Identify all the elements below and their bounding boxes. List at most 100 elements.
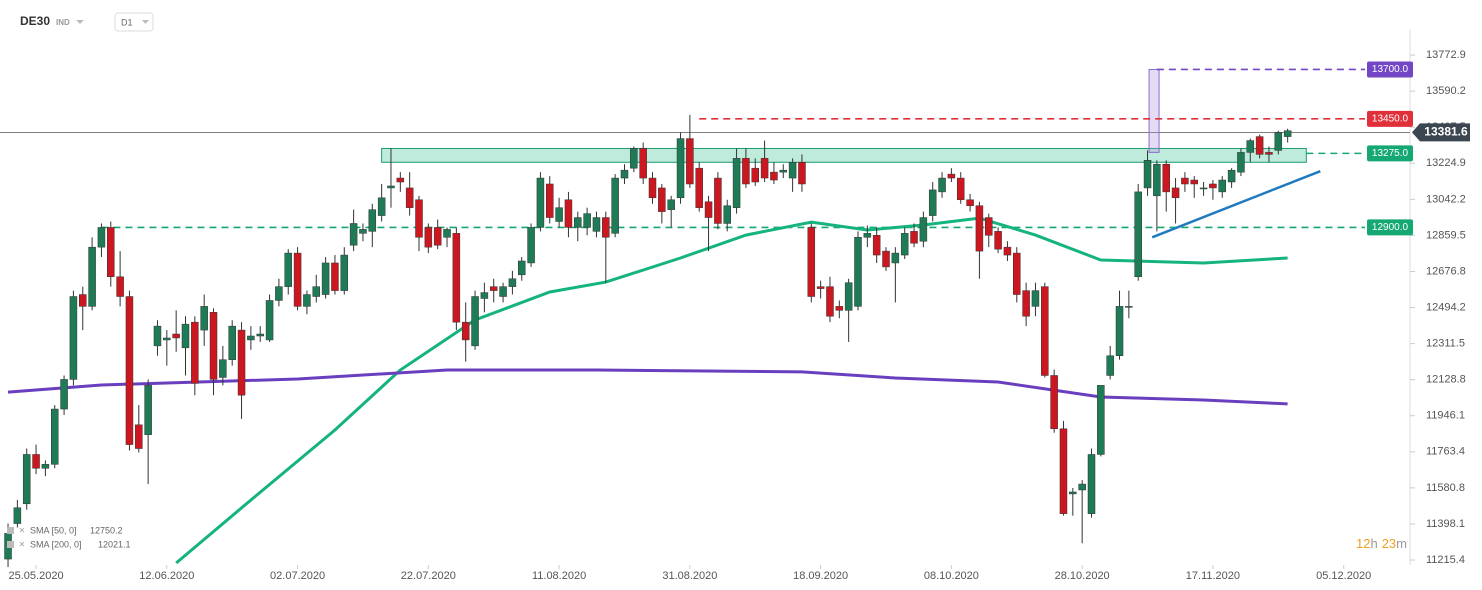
candle-body bbox=[293, 252, 302, 307]
candle-body bbox=[891, 252, 900, 264]
candle-body bbox=[714, 177, 722, 224]
candle-body bbox=[135, 424, 143, 449]
sma-line bbox=[175, 216, 1288, 565]
candle-body bbox=[107, 227, 115, 278]
last-price-badge bbox=[1412, 123, 1470, 142]
candle-body bbox=[13, 507, 22, 524]
candle-body bbox=[807, 227, 816, 297]
candle-body bbox=[303, 294, 311, 307]
legend-close[interactable]: × bbox=[19, 540, 25, 551]
candle-body bbox=[1237, 152, 1245, 173]
candle-body bbox=[919, 217, 928, 242]
candle-body bbox=[321, 262, 330, 295]
candle-body bbox=[219, 359, 227, 378]
candle-body bbox=[788, 162, 797, 179]
candle-body bbox=[1190, 179, 1198, 185]
candle-body bbox=[69, 296, 78, 380]
dropdown-arrow[interactable] bbox=[142, 20, 149, 24]
y-tick-label: 12311.5 bbox=[1426, 338, 1465, 350]
candle-body bbox=[1218, 179, 1227, 193]
level-badge bbox=[1367, 219, 1413, 236]
candle-body bbox=[172, 333, 180, 339]
y-tick-label: 11763.4 bbox=[1426, 446, 1465, 458]
interval[interactable]: D1 bbox=[121, 17, 133, 27]
candle-body bbox=[1115, 306, 1124, 356]
projection-box bbox=[1148, 68, 1160, 153]
candle-body bbox=[275, 286, 283, 301]
candle-body bbox=[555, 207, 563, 222]
candle-body bbox=[1013, 252, 1021, 295]
timer: 12h 23m bbox=[1356, 536, 1407, 551]
candle-body bbox=[966, 199, 974, 206]
candle-body bbox=[200, 306, 208, 331]
candle-body bbox=[985, 217, 993, 236]
symbol-kind[interactable]: IND bbox=[56, 18, 70, 27]
candle-body bbox=[312, 286, 321, 297]
candle-body bbox=[461, 321, 470, 341]
candle-body bbox=[1022, 290, 1030, 317]
y-tick-label: 13590.2 bbox=[1426, 85, 1466, 97]
level-label: 12900.0 bbox=[1372, 222, 1409, 233]
interval-select[interactable] bbox=[114, 12, 154, 32]
level-label: 13700.0 bbox=[1372, 64, 1409, 75]
candle-body bbox=[826, 286, 834, 317]
candle-body bbox=[79, 294, 87, 307]
candle-body bbox=[872, 235, 881, 256]
candle-body bbox=[1097, 385, 1105, 455]
candle-body bbox=[1069, 491, 1077, 495]
candle-body bbox=[882, 250, 890, 268]
candle-body bbox=[489, 286, 498, 291]
candle-body bbox=[938, 177, 946, 193]
y-tick-label: 11580.8 bbox=[1426, 482, 1465, 494]
candle-body bbox=[956, 177, 965, 201]
x-tick-label: 25.05.2020 bbox=[9, 570, 64, 582]
timer-part: h bbox=[1370, 536, 1377, 551]
x-tick-label: 12.06.2020 bbox=[139, 570, 194, 582]
candle-body bbox=[835, 306, 844, 311]
candle-body bbox=[667, 199, 675, 210]
candle-body bbox=[742, 158, 750, 185]
candle-body bbox=[648, 177, 657, 199]
sma-line bbox=[7, 368, 1288, 406]
candle-body bbox=[779, 169, 788, 173]
candle-body bbox=[574, 217, 582, 228]
y-tick-label: 12128.8 bbox=[1426, 374, 1466, 386]
candle-body bbox=[41, 464, 50, 469]
candle-body bbox=[499, 286, 507, 297]
candle-body bbox=[443, 229, 451, 238]
candle-body bbox=[975, 205, 984, 252]
candle-body bbox=[1162, 163, 1170, 193]
level-badge bbox=[1367, 145, 1413, 162]
candle-body bbox=[405, 187, 414, 208]
candle-body bbox=[284, 252, 292, 287]
candle-body bbox=[209, 312, 218, 380]
candle-body bbox=[910, 231, 918, 244]
candle-body bbox=[1181, 177, 1189, 185]
candle-body bbox=[471, 296, 479, 347]
resistance-zone bbox=[381, 147, 1307, 163]
timer-part: 23 bbox=[1382, 536, 1396, 551]
candle-body bbox=[1227, 169, 1236, 183]
timer-part: m bbox=[1396, 536, 1407, 551]
candle-body bbox=[125, 296, 134, 445]
candle-body bbox=[798, 162, 806, 185]
x-tick-label: 11.08.2020 bbox=[532, 570, 586, 582]
candle-body bbox=[854, 237, 862, 307]
candle-body bbox=[770, 171, 778, 181]
candle-body bbox=[1078, 483, 1086, 491]
candle-body bbox=[1246, 140, 1255, 153]
candle-body bbox=[359, 229, 367, 234]
candle-body bbox=[695, 167, 703, 208]
dropdown-arrow[interactable] bbox=[76, 20, 84, 24]
y-tick-label: 11215.4 bbox=[1426, 554, 1465, 566]
candle-body bbox=[97, 227, 106, 248]
candle-body bbox=[247, 335, 255, 341]
y-tick-label: 13042.2 bbox=[1426, 193, 1466, 205]
candle-body bbox=[396, 177, 405, 183]
trendline bbox=[1151, 169, 1321, 239]
candle-body bbox=[1087, 454, 1096, 514]
candle-body bbox=[1199, 187, 1208, 190]
legend-close[interactable]: × bbox=[19, 526, 25, 537]
candle-body bbox=[1041, 286, 1049, 376]
